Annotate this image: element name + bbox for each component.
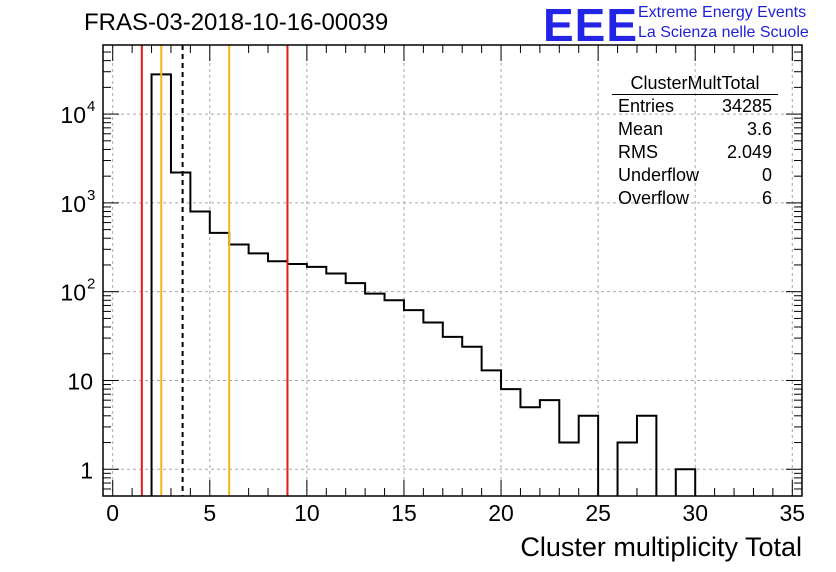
y-tick-exponent: 2 <box>87 276 95 293</box>
histogram-bin <box>462 347 481 496</box>
x-tick-label: 35 <box>779 500 805 526</box>
logo-line-2: La Scienza nelle Scuole <box>638 24 809 41</box>
histogram-bin <box>171 172 190 496</box>
y-tick-label: 10 <box>60 280 86 306</box>
histogram-bin <box>190 211 209 496</box>
y-tick-label: 10 <box>67 368 93 394</box>
x-tick-label: 10 <box>294 500 320 526</box>
stats-row-entries: Entries 34285 <box>612 95 778 118</box>
x-tick-label: 20 <box>488 500 514 526</box>
histogram-bin <box>385 300 404 496</box>
histogram-bin <box>307 267 326 496</box>
histogram-bin <box>268 261 287 496</box>
histogram-bin <box>443 337 462 496</box>
x-tick-label: 5 <box>203 500 216 526</box>
plot-frame <box>102 44 803 497</box>
stats-label: Entries <box>618 96 675 116</box>
histogram-bin <box>482 370 501 496</box>
stats-value: 6 <box>761 188 772 208</box>
eee-logo: EEE <box>543 0 639 51</box>
y-tick-label: 10 <box>60 191 86 217</box>
histogram-bin <box>501 389 520 496</box>
y-tick-exponent: 4 <box>87 98 95 115</box>
stats-row-rms: RMS 2.049 <box>612 141 778 164</box>
histogram-bin <box>365 294 384 496</box>
histogram-bin <box>404 310 423 496</box>
histogram-bin <box>346 283 365 496</box>
histogram-bin <box>618 443 637 496</box>
x-tick-label: 30 <box>682 500 708 526</box>
y-tick-label: 10 <box>60 102 86 128</box>
stats-label: Mean <box>618 119 664 139</box>
stats-title: ClusterMultTotal <box>612 72 778 95</box>
chart-title: FRAS-03-2018-10-16-00039 <box>84 9 389 36</box>
histogram-bin <box>229 244 248 496</box>
histogram-bin <box>423 322 442 496</box>
x-tick-label: 0 <box>106 500 119 526</box>
stats-label: Overflow <box>618 188 690 208</box>
stats-label: RMS <box>618 142 658 162</box>
y-tick-exponent: 3 <box>87 187 95 204</box>
stats-value: 0 <box>761 165 772 185</box>
histogram-bin <box>326 274 345 496</box>
histogram-bin <box>579 416 598 496</box>
stats-row-underflow: Underflow 0 <box>612 164 778 187</box>
stats-box: ClusterMultTotal Entries 34285 Mean 3.6 … <box>612 72 778 210</box>
histogram-bin <box>559 443 578 496</box>
x-axis-label: Cluster multiplicity Total <box>520 532 802 562</box>
logo-line-1: Extreme Energy Events <box>638 4 807 21</box>
histogram-bin <box>287 264 306 496</box>
stats-label: Underflow <box>618 165 700 185</box>
histogram-bin <box>637 416 656 496</box>
stats-row-overflow: Overflow 6 <box>612 187 778 210</box>
x-tick-label: 25 <box>585 500 611 526</box>
histogram-bin <box>520 407 539 496</box>
histogram-bin <box>249 253 268 496</box>
x-tick-label: 15 <box>391 500 417 526</box>
histogram-bin <box>676 469 695 496</box>
histogram-outline <box>150 73 697 496</box>
stats-value: 2.049 <box>726 142 772 162</box>
stats-value: 34285 <box>721 96 772 116</box>
stats-row-mean: Mean 3.6 <box>612 118 778 141</box>
histogram-bin <box>210 233 229 496</box>
y-tick-label: 1 <box>80 457 93 483</box>
histogram-bin <box>540 400 559 496</box>
stats-value: 3.6 <box>746 119 772 139</box>
